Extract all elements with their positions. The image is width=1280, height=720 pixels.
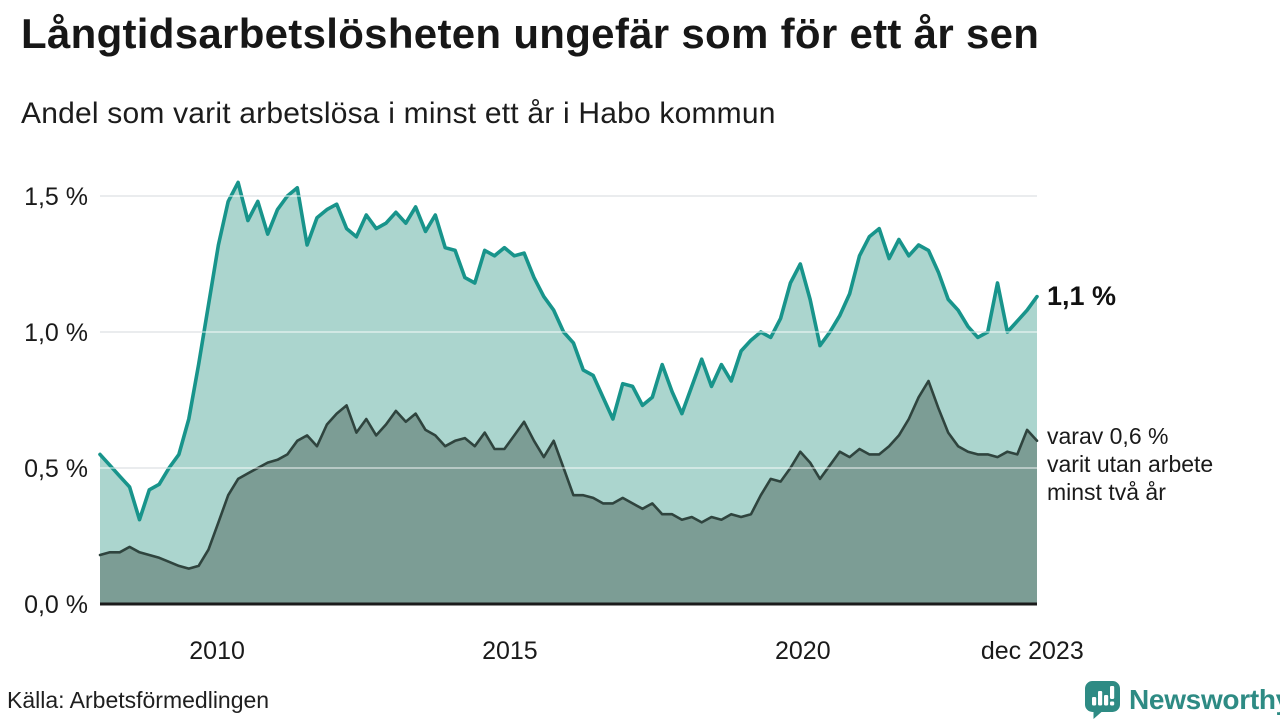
newsworthy-wordmark: Newsworthy	[1129, 683, 1280, 715]
y-axis-tick-label: 1,0 %	[24, 319, 88, 347]
y-axis-tick-label: 0,0 %	[24, 591, 88, 619]
series-2-line	[98, 379, 1039, 570]
series-1-line	[98, 180, 1039, 522]
x-axis-tick-label: 2020	[775, 637, 831, 665]
page-title: Långtidsarbetslösheten ungefär som för e…	[21, 10, 1040, 57]
x-axis-tick-label: dec 2023	[981, 637, 1084, 665]
newsworthy-logo: Newsworthy	[1084, 680, 1280, 719]
y-axis-tick-label: 1,5 %	[24, 183, 88, 211]
y-axis-tick-label: 0,5 %	[24, 455, 88, 483]
newsworthy-bubble-chart-icon	[1085, 681, 1120, 719]
series2-end-value-label: varav 0,6 % varit utan arbete minst två …	[1047, 423, 1214, 505]
page-subtitle: Andel som varit arbetslösa i minst ett å…	[21, 97, 776, 130]
series1-end-value-label: 1,1 %	[1047, 281, 1117, 311]
x-axis-tick-label: 2010	[189, 637, 245, 665]
source-attribution: Källa: Arbetsförmedlingen	[7, 687, 270, 713]
x-axis-tick-label: 2015	[482, 637, 538, 665]
series-2-area	[100, 381, 1037, 604]
